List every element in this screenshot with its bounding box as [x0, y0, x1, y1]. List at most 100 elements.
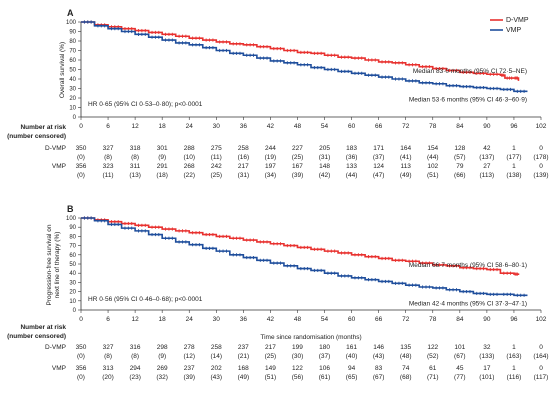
censored-count: (37): [319, 353, 331, 360]
x-tick-label: 30: [213, 123, 221, 130]
risk-count: 17: [483, 365, 491, 372]
x-tick-label: 54: [321, 316, 329, 323]
x-tick-label: 30: [213, 316, 221, 323]
y-tick-label: 40: [69, 77, 76, 83]
censored-count: (0): [77, 154, 85, 161]
censored-count: (10): [183, 154, 195, 161]
censored-count: (43): [373, 353, 385, 360]
risk-count: 323: [103, 163, 114, 170]
risk-table-subtitle: (number censored): [7, 133, 66, 140]
risk-count: 167: [292, 163, 303, 170]
censored-count: (0): [77, 374, 85, 381]
censored-count: (11): [211, 154, 222, 161]
risk-count: 42: [483, 145, 491, 152]
risk-table-subtitle: (number censored): [7, 333, 66, 340]
risk-count: 146: [373, 344, 384, 351]
censored-count: (67): [373, 374, 385, 381]
risk-row-label: D-VMP: [45, 145, 66, 152]
risk-count: 133: [346, 163, 357, 170]
censored-count: (67): [454, 353, 466, 360]
risk-count: 1: [512, 365, 516, 372]
panel-a-letter: A: [67, 8, 74, 18]
legend-label-vmp: VMP: [506, 27, 522, 34]
censored-count: (49): [400, 172, 412, 179]
y-tick-label: 40: [69, 271, 76, 277]
risk-count: 122: [427, 344, 438, 351]
censored-count: (8): [104, 154, 112, 161]
censored-count: (42): [319, 172, 331, 179]
censored-count: (11): [103, 172, 114, 179]
y-tick-label: 80: [69, 234, 76, 240]
x-tick-label: 42: [267, 316, 275, 323]
risk-count: 301: [157, 145, 168, 152]
x-tick-label: 36: [240, 316, 248, 323]
y-tick-label: 30: [69, 87, 76, 93]
x-tick-label: 48: [294, 316, 302, 323]
censored-count: (8): [131, 353, 139, 360]
censored-count: (113): [480, 172, 495, 179]
censored-count: (164): [533, 353, 548, 360]
risk-count: 242: [211, 163, 222, 170]
series-line-d-vmp: [81, 21, 520, 81]
risk-count: 275: [211, 145, 222, 152]
risk-count: 45: [456, 365, 464, 372]
x-tick-label: 102: [536, 316, 547, 323]
risk-count: 202: [211, 365, 222, 372]
risk-count: 311: [130, 163, 141, 170]
y-tick-label: 0: [73, 308, 77, 314]
censored-count: (9): [158, 154, 166, 161]
y-tick-label: 50: [69, 262, 76, 268]
risk-count: 1: [512, 145, 516, 152]
risk-count: 32: [483, 344, 491, 351]
x-tick-label: 0: [79, 316, 83, 323]
y-tick-label: 100: [66, 216, 77, 222]
censored-count: (49): [238, 374, 250, 381]
risk-count: 0: [539, 344, 543, 351]
censored-count: (44): [427, 154, 439, 161]
censored-count: (56): [292, 374, 304, 381]
risk-count: 94: [348, 365, 356, 372]
hazard-ratio-annotation: HR 0·56 (95% CI 0·46–0·68); p<0·0001: [88, 296, 203, 303]
median-annotation-dvmp: Median 83·0 months (95% CI 72·5–NE): [413, 68, 527, 75]
y-tick-label: 60: [69, 58, 76, 64]
censored-count: (48): [400, 353, 412, 360]
censored-count: (68): [400, 374, 412, 381]
censored-count: (66): [454, 172, 466, 179]
risk-count: 258: [211, 344, 222, 351]
risk-count: 171: [373, 145, 384, 152]
risk-count: 313: [103, 365, 114, 372]
median-annotation-vmp: Median 42·4 months (95% CI 37·3–47·1): [409, 300, 527, 307]
y-tick-label: 100: [66, 20, 77, 26]
risk-count: 1: [512, 163, 516, 170]
y-tick-label: 20: [69, 290, 76, 296]
censored-count: (8): [104, 353, 112, 360]
censored-count: (40): [346, 353, 358, 360]
y-tick-label: 30: [69, 280, 76, 286]
x-tick-label: 60: [348, 123, 356, 130]
risk-count: 180: [319, 344, 330, 351]
censored-count: (25): [292, 154, 304, 161]
censored-count: (0): [77, 172, 85, 179]
risk-row-label: VMP: [52, 365, 66, 372]
risk-count: 258: [238, 145, 249, 152]
x-tick-label: 90: [483, 123, 491, 130]
risk-count: 288: [184, 145, 195, 152]
risk-count: 327: [103, 344, 114, 351]
risk-count: 135: [400, 344, 411, 351]
risk-count: 83: [375, 365, 383, 372]
x-tick-label: 12: [132, 123, 140, 130]
censored-count: (37): [373, 154, 385, 161]
risk-count: 350: [76, 344, 87, 351]
risk-count: 294: [130, 365, 141, 372]
risk-row-label: D-VMP: [45, 344, 66, 351]
risk-count: 350: [76, 145, 87, 152]
risk-count: 0: [539, 365, 543, 372]
censored-count: (12): [183, 353, 195, 360]
risk-count: 0: [539, 163, 543, 170]
risk-count: 168: [238, 365, 249, 372]
censored-count: (163): [506, 353, 521, 360]
y-tick-label: 50: [69, 68, 76, 74]
risk-count: 161: [346, 344, 357, 351]
risk-count: 113: [401, 163, 412, 170]
